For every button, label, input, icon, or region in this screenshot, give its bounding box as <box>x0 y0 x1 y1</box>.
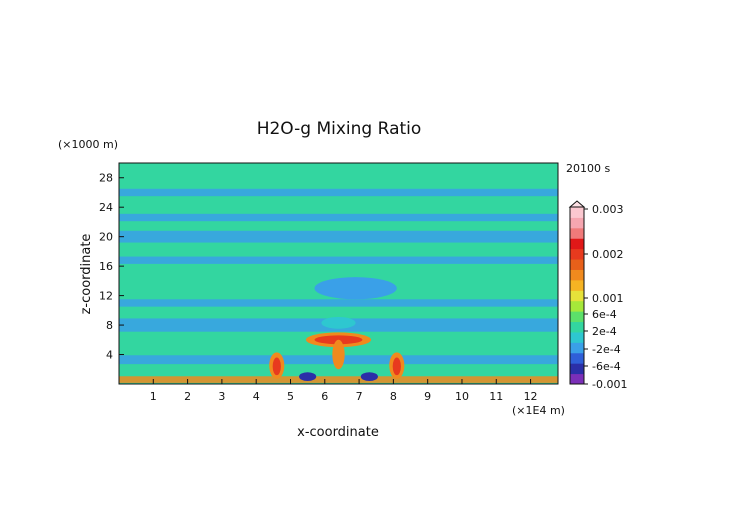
y-tick-label: 20 <box>99 231 113 244</box>
y-tick-label: 16 <box>99 260 113 273</box>
colorbar-swatch <box>570 300 584 312</box>
x-tick-label: 12 <box>524 390 538 403</box>
x-tick-label: 7 <box>356 390 363 403</box>
y-tick-label: 4 <box>106 349 113 362</box>
y-tick-label: 8 <box>106 319 113 332</box>
x-tick-label: 2 <box>184 390 191 403</box>
x-tick-label: 5 <box>287 390 294 403</box>
colorbar-swatch <box>570 269 584 281</box>
colorbar-label: 2e-4 <box>592 325 617 338</box>
contour-blob-17 <box>314 277 397 300</box>
colorbar: 0.003 0.002 0.001 6e-4 2e-4 -2e-4 -6e-4 -0.001 <box>568 200 627 391</box>
y-axis-label: z-coordinate <box>79 234 94 315</box>
x-axis-ticks: 1 2 3 4 5 6 7 8 9 10 11 12 <box>150 379 538 403</box>
x-tick-label: 1 <box>150 390 157 403</box>
contour-blob-15 <box>299 372 317 382</box>
colorbar-arrow <box>568 200 586 208</box>
colorbar-swatch <box>570 363 584 375</box>
colorbar-swatch <box>570 373 584 385</box>
colorbar-swatch <box>570 238 584 250</box>
x-axis-label: x-coordinate <box>297 425 379 440</box>
colorbar-swatch <box>570 248 584 260</box>
contour-band-5 <box>119 230 558 243</box>
y-tick-label: 24 <box>99 201 113 214</box>
contour-band-0 <box>119 376 558 383</box>
contour-blob-16 <box>360 372 378 382</box>
colorbar-label: 0.001 <box>592 292 624 305</box>
x-tick-label: 4 <box>253 390 260 403</box>
time-label: 20100 s <box>566 162 610 175</box>
x-unit-label: (×1E4 m) <box>512 404 565 417</box>
x-tick-label: 3 <box>218 390 225 403</box>
colorbar-swatch <box>570 342 584 354</box>
y-tick-label: 12 <box>99 290 113 303</box>
colorbar-swatch <box>570 217 584 229</box>
y-unit-label: (×1000 m) <box>58 138 118 151</box>
contour-band-6 <box>119 213 558 222</box>
contour-blob-18 <box>321 316 356 329</box>
contour-band-3 <box>119 299 558 307</box>
colorbar-label: -2e-4 <box>592 343 621 356</box>
colorbar-swatch <box>570 227 584 239</box>
contour-band-7 <box>119 188 558 197</box>
contour-band-4 <box>119 256 558 264</box>
colorbar-label: 6e-4 <box>592 308 617 321</box>
x-tick-label: 8 <box>390 390 397 403</box>
plot-frame <box>118 162 559 385</box>
x-tick-label: 9 <box>424 390 431 403</box>
colorbar-label: -6e-4 <box>592 360 621 373</box>
contour-blob-10 <box>332 339 345 370</box>
colorbar-swatch <box>570 321 584 333</box>
contour-blob-9 <box>314 335 363 345</box>
contour-blob-13 <box>272 357 281 376</box>
colorbar-label: 0.003 <box>592 203 624 216</box>
plot-area <box>118 162 559 385</box>
y-axis-ticks: 4 8 12 16 20 24 28 <box>99 172 124 362</box>
y-tick-label: 28 <box>99 172 113 185</box>
colorbar-swatch <box>570 259 584 270</box>
x-tick-label: 6 <box>321 390 328 403</box>
colorbar-swatch <box>570 331 584 343</box>
colorbar-swatch <box>570 311 584 323</box>
colorbar-swatch <box>570 279 584 291</box>
colorbar-swatch <box>570 290 584 302</box>
colorbar-swatch <box>570 207 584 218</box>
colorbar-swatch <box>570 352 584 364</box>
contour-blob-14 <box>392 357 401 376</box>
chart-title: H2O-g Mixing Ratio <box>257 119 422 139</box>
x-tick-label: 10 <box>455 390 469 403</box>
colorbar-label: -0.001 <box>592 378 627 391</box>
x-tick-label: 11 <box>489 390 503 403</box>
colorbar-label: 0.002 <box>592 248 624 261</box>
